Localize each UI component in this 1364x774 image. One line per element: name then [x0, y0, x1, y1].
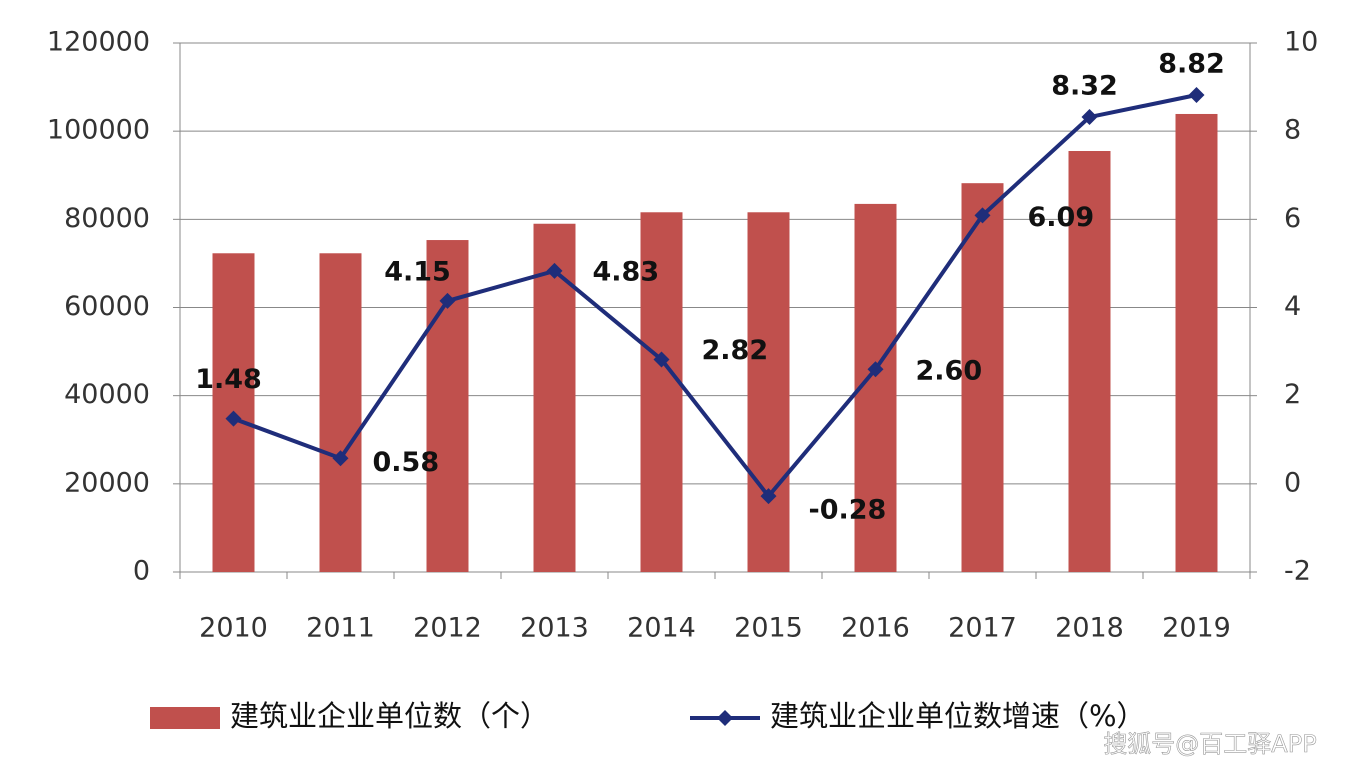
y2-tick-label: 0	[1284, 467, 1301, 498]
bar	[1175, 113, 1218, 572]
value-label: 8.82	[1158, 49, 1225, 80]
value-label: 2.60	[916, 356, 983, 387]
watermark: 搜狐号@百工驿APP	[1103, 730, 1316, 758]
x-tick-label: 2018	[1055, 613, 1124, 644]
marker	[1081, 109, 1098, 126]
y2-tick-label: 4	[1284, 291, 1301, 322]
bar	[1068, 151, 1111, 573]
bar	[319, 253, 362, 572]
x-tick-label: 2017	[948, 613, 1017, 644]
marker	[1188, 87, 1205, 104]
y-tick-label: 80000	[64, 203, 150, 234]
x-tick-label: 2015	[734, 613, 803, 644]
x-tick-label: 2014	[627, 613, 696, 644]
value-label: 6.09	[1028, 202, 1095, 233]
marker	[439, 292, 456, 309]
x-tick-label: 2012	[413, 613, 482, 644]
y-tick-label: 60000	[64, 291, 150, 322]
legend-swatch	[150, 707, 220, 729]
y-tick-label: 0	[133, 556, 150, 587]
marker	[653, 351, 670, 368]
y-tick-label: 100000	[47, 115, 150, 146]
value-label: 8.32	[1051, 71, 1118, 102]
value-label: 4.83	[593, 256, 660, 287]
x-tick-label: 2019	[1162, 613, 1231, 644]
bar	[747, 212, 790, 572]
bar	[640, 212, 683, 572]
marker	[546, 262, 563, 279]
marker	[867, 361, 884, 378]
legend-label: 建筑业企业单位数（个）	[230, 699, 549, 733]
y-tick-label: 20000	[64, 467, 150, 498]
line	[232, 93, 1197, 500]
x-tick-label: 2011	[306, 613, 375, 644]
bar	[961, 183, 1004, 572]
x-tick-label: 2010	[199, 613, 268, 644]
value-label: 1.48	[195, 364, 262, 395]
x-tick-label: 2016	[841, 613, 910, 644]
y2-tick-label: -2	[1284, 556, 1311, 587]
value-label: 2.82	[702, 335, 769, 366]
marker	[760, 488, 777, 505]
marker	[974, 207, 991, 224]
legend-marker	[717, 710, 733, 726]
y2-tick-label: 6	[1284, 203, 1301, 234]
bar	[426, 240, 469, 573]
y2-tick-label: 2	[1284, 379, 1301, 410]
value-label: 0.58	[373, 447, 440, 478]
y2-tick-label: 10	[1284, 27, 1318, 58]
value-label: -0.28	[809, 495, 887, 526]
x-tick-label: 2013	[520, 613, 589, 644]
y-tick-label: 120000	[47, 27, 150, 58]
marker	[332, 450, 349, 467]
marker	[225, 410, 242, 427]
y-tick-label: 40000	[64, 379, 150, 410]
y2-tick-label: 8	[1284, 115, 1301, 146]
legend-label: 建筑业企业单位数增速（%）	[770, 699, 1146, 733]
value-label: 4.15	[384, 256, 451, 287]
